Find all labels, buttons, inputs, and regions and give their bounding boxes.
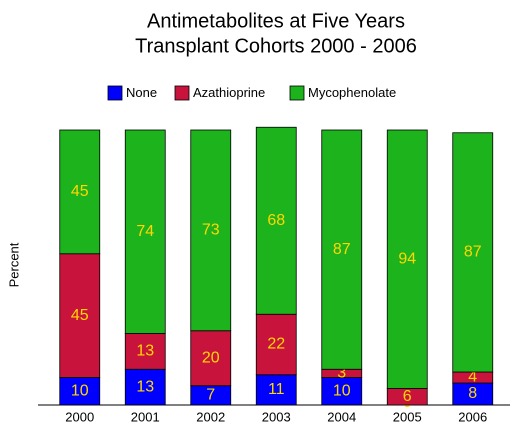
value-label: 8 <box>468 385 477 402</box>
value-label: 11 <box>268 381 285 398</box>
legend-swatch <box>107 85 123 101</box>
bar-segment <box>124 368 166 406</box>
bar-segment <box>452 132 494 373</box>
bar-segment <box>59 129 101 255</box>
legend-swatch <box>289 85 305 101</box>
bar-segment <box>124 333 166 370</box>
legend-label: Azathioprine <box>193 85 265 100</box>
x-tick-label: 2006 <box>458 409 487 424</box>
bar-segment <box>321 129 363 370</box>
value-label: 45 <box>71 183 89 200</box>
y-axis-label: Percent <box>6 242 21 287</box>
legend-swatch <box>174 85 190 101</box>
bar-segment <box>190 129 232 332</box>
value-label: 22 <box>267 336 285 353</box>
value-label: 6 <box>403 388 412 405</box>
x-tick-label: 2004 <box>327 409 356 424</box>
value-label: 87 <box>464 244 482 261</box>
bar-segment <box>321 377 363 406</box>
bar-segment <box>124 129 166 334</box>
x-tick-label: 2003 <box>262 409 291 424</box>
value-label: 87 <box>333 241 351 258</box>
chart-subtitle: Transplant Cohorts 2000 - 2006 <box>135 35 417 57</box>
chart-title: Antimetabolites at Five Years <box>147 10 405 32</box>
x-tick-label: 2005 <box>393 409 422 424</box>
value-label: 13 <box>136 378 154 395</box>
x-tick-label: 2002 <box>196 409 225 424</box>
value-label: 10 <box>333 382 351 399</box>
bar-segment <box>59 253 101 378</box>
value-label: 73 <box>202 222 220 239</box>
value-label: 74 <box>136 223 154 240</box>
bar-segment <box>255 374 297 406</box>
value-label: 13 <box>136 343 154 360</box>
value-label: 20 <box>202 349 220 366</box>
bar-segment <box>255 126 297 315</box>
bar-segment <box>59 377 101 406</box>
bar-segment <box>190 330 232 387</box>
value-label: 68 <box>267 212 285 229</box>
value-label: 10 <box>71 382 89 399</box>
value-label: 4 <box>468 369 477 386</box>
x-tick-label: 2001 <box>131 409 160 424</box>
value-label: 94 <box>398 250 416 267</box>
legend-label: None <box>126 85 157 100</box>
bar-segment <box>386 129 428 389</box>
legend-label: Mycophenolate <box>308 85 396 100</box>
value-label: 3 <box>337 365 346 382</box>
x-tick-label: 2000 <box>65 409 94 424</box>
value-label: 7 <box>206 387 215 404</box>
value-label: 45 <box>71 307 89 324</box>
